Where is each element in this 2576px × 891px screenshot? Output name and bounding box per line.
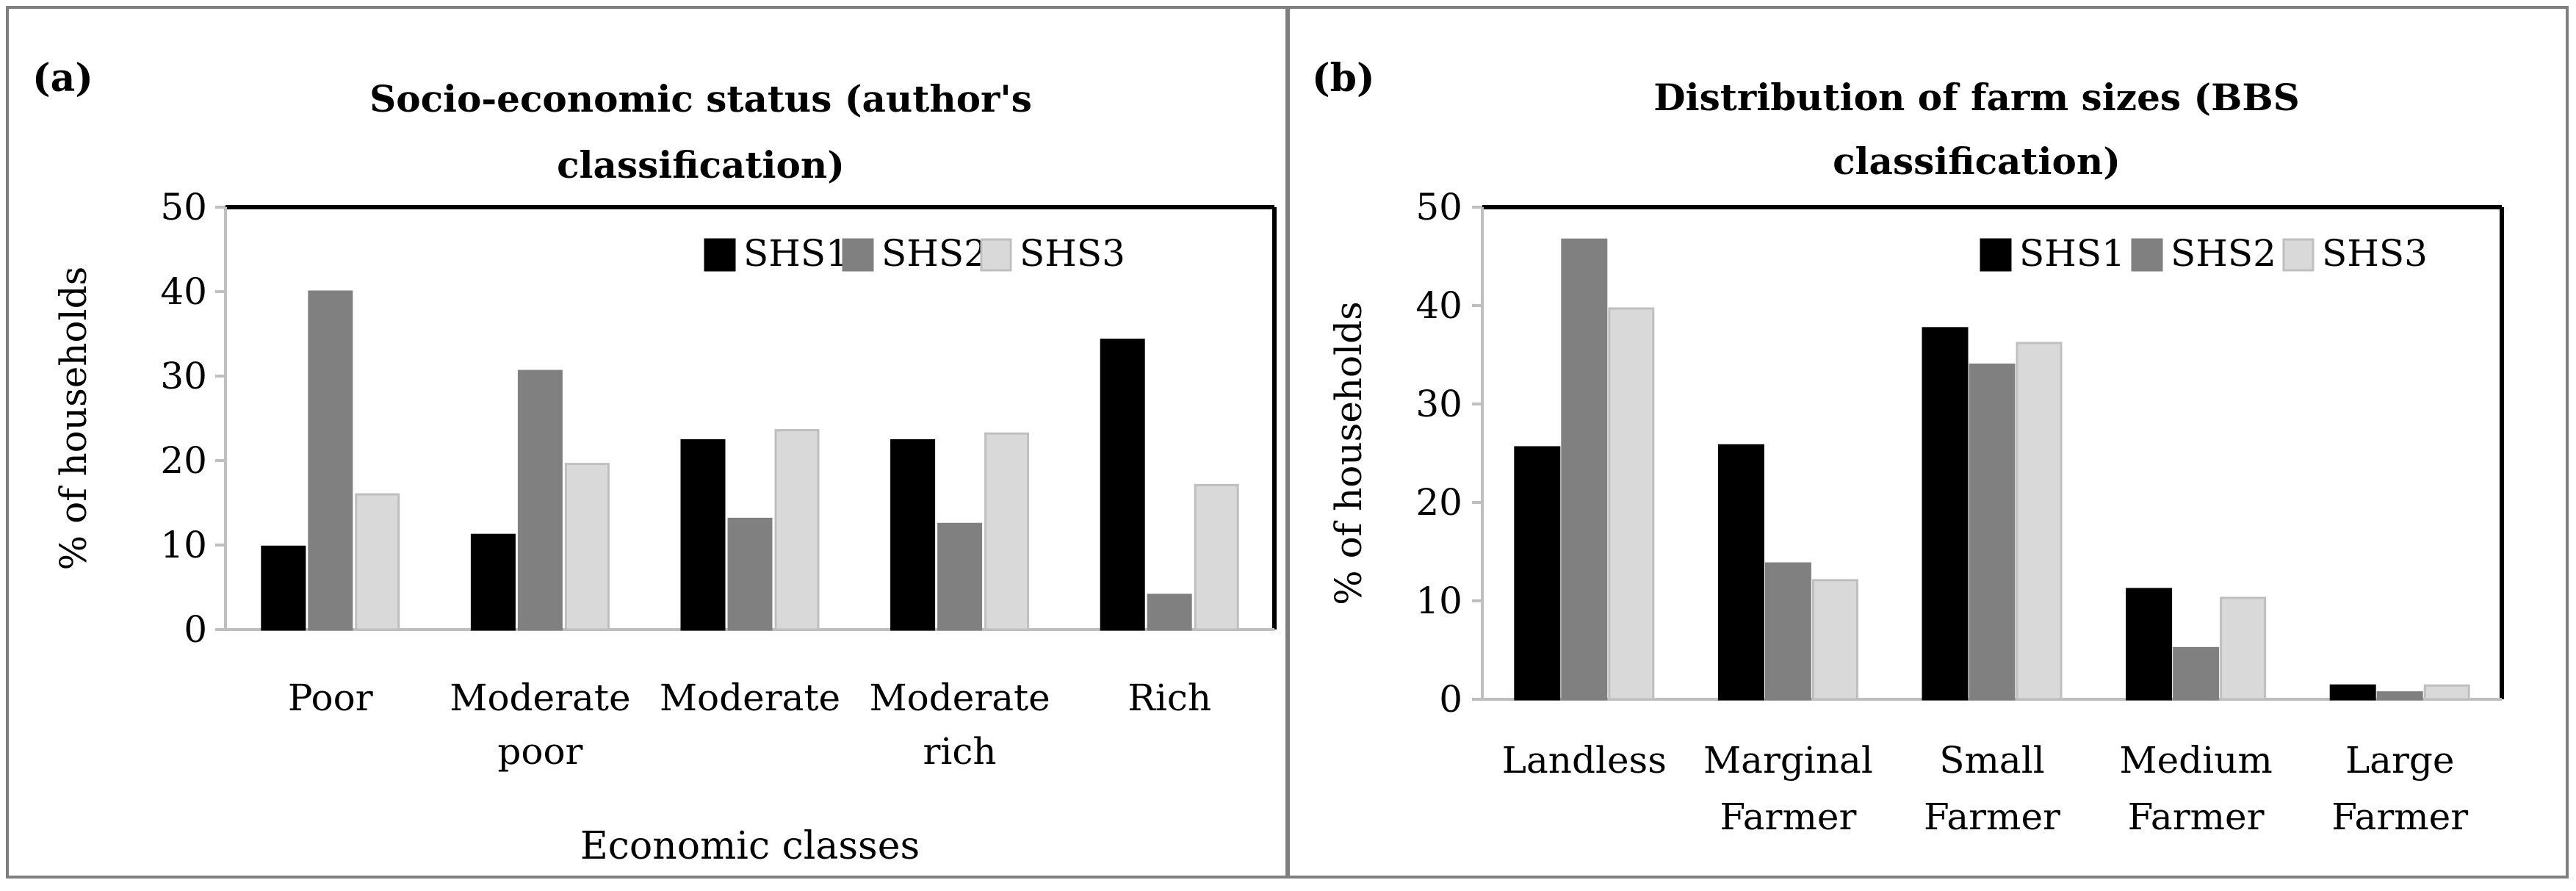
legend-label-shs1: SHS1 <box>743 232 849 275</box>
panel-label: (a) <box>32 56 93 101</box>
bar-shs2-3 <box>937 522 983 631</box>
x-tick-label: Farmer <box>1924 796 2060 838</box>
bar-shs1-0 <box>261 545 306 631</box>
x-tick-label: Poor <box>288 677 373 719</box>
chart-a: (a) Socio-economic status (author's classi… <box>32 56 1277 868</box>
x-tick-label: Moderate <box>869 677 1050 719</box>
x-tick-label: Farmer <box>1720 796 1856 838</box>
x-tick-label: Rich <box>1128 677 1211 719</box>
x-tick-label: Landless <box>1502 739 1667 782</box>
legend-swatch-shs2 <box>842 238 874 272</box>
x-tick-label: Moderate <box>450 677 630 719</box>
bar-shs3-3 <box>2220 596 2267 701</box>
bar-shs2-4 <box>2376 691 2423 701</box>
bar-shs1-3 <box>890 439 936 631</box>
legend-label-shs3: SHS3 <box>2322 232 2428 275</box>
bar-shs3-4 <box>2423 684 2470 701</box>
legend-swatch-shs3 <box>2282 238 2315 272</box>
panel-label: (b) <box>1312 56 1375 101</box>
bar-shs1-4 <box>2329 684 2376 701</box>
legend-label-shs2: SHS2 <box>881 232 987 275</box>
bar-shs1-2 <box>680 439 726 631</box>
chart-panel-a: (a) Socio-economic status (author's classi… <box>6 6 1288 879</box>
bar-shs2-2 <box>727 517 773 631</box>
x-tick-label: Large <box>2345 739 2455 782</box>
y-tick-label: 40 <box>160 270 207 313</box>
chart-title: Distribution of farm sizes (BBS <box>1653 76 2299 119</box>
bar-shs3-1 <box>564 463 610 631</box>
x-tick-label: Small <box>1939 739 2044 782</box>
bar-shs2-0 <box>308 290 353 631</box>
bar-shs2-3 <box>2173 646 2220 701</box>
chart-panel-b: (b) Distribution of farm sizes (BBS classi… <box>1287 6 2569 879</box>
y-tick-label: 40 <box>1415 284 1462 327</box>
bar-shs1-1 <box>470 533 516 631</box>
y-tick-label: 50 <box>1415 186 1462 228</box>
y-tick-label: 20 <box>1415 481 1462 524</box>
bar-shs1-3 <box>2126 588 2173 701</box>
y-tick-label: 20 <box>160 439 207 482</box>
bar-shs3-2 <box>2016 342 2063 701</box>
bar-shs3-1 <box>1811 579 1858 701</box>
y-tick-label: 10 <box>1415 580 1462 622</box>
y-tick-label: 50 <box>160 186 207 228</box>
bar-shs3-4 <box>1194 483 1239 631</box>
bar-shs1-2 <box>1922 327 1969 701</box>
y-tick-label: 0 <box>1439 678 1462 721</box>
legend-swatch-shs1 <box>1980 238 2012 272</box>
bar-shs2-1 <box>517 369 563 631</box>
x-axis-label: Economic classes <box>580 824 920 868</box>
bar-shs2-4 <box>1147 594 1192 631</box>
chart-title: classification) <box>557 143 845 187</box>
y-tick-label: 30 <box>160 355 207 397</box>
x-tick-label: Medium <box>2119 739 2272 782</box>
x-tick-label: Marginal <box>1703 739 1873 782</box>
x-tick-label: Farmer <box>2331 796 2468 838</box>
bar-shs1-0 <box>1514 446 1561 701</box>
chart-title: Socio-economic status (author's <box>369 77 1032 120</box>
legend-label-shs1: SHS1 <box>2019 232 2125 275</box>
legend-label-shs3: SHS3 <box>1020 232 1125 275</box>
y-axis-label: % of households <box>1327 301 1370 605</box>
y-tick-label: 10 <box>160 524 207 566</box>
bar-shs1-1 <box>1717 444 1764 701</box>
bar-shs3-0 <box>1608 307 1655 701</box>
legend-swatch-shs1 <box>704 238 736 272</box>
y-tick-label: 0 <box>184 608 207 651</box>
chart-b: (b) Distribution of farm sizes (BBS classi… <box>1312 56 2504 838</box>
x-tick-label: poor <box>497 730 582 773</box>
legend-label-shs2: SHS2 <box>2171 232 2276 275</box>
bar-shs2-0 <box>1561 238 1608 701</box>
x-tick-label: Farmer <box>2128 796 2265 838</box>
chart-title: classification) <box>1833 140 2121 183</box>
legend-swatch-shs3 <box>980 238 1012 272</box>
x-tick-label: Moderate <box>660 677 840 719</box>
bar-shs3-2 <box>774 429 820 631</box>
bar-shs2-2 <box>1969 363 2016 701</box>
y-axis-label: % of households <box>52 267 95 571</box>
bar-shs3-3 <box>984 432 1030 631</box>
bar-shs3-0 <box>355 493 400 631</box>
bar-shs1-4 <box>1100 339 1145 631</box>
legend-swatch-shs2 <box>2131 238 2163 272</box>
y-tick-label: 30 <box>1415 383 1462 425</box>
bar-shs2-1 <box>1764 562 1811 701</box>
x-tick-label: rich <box>923 730 997 773</box>
